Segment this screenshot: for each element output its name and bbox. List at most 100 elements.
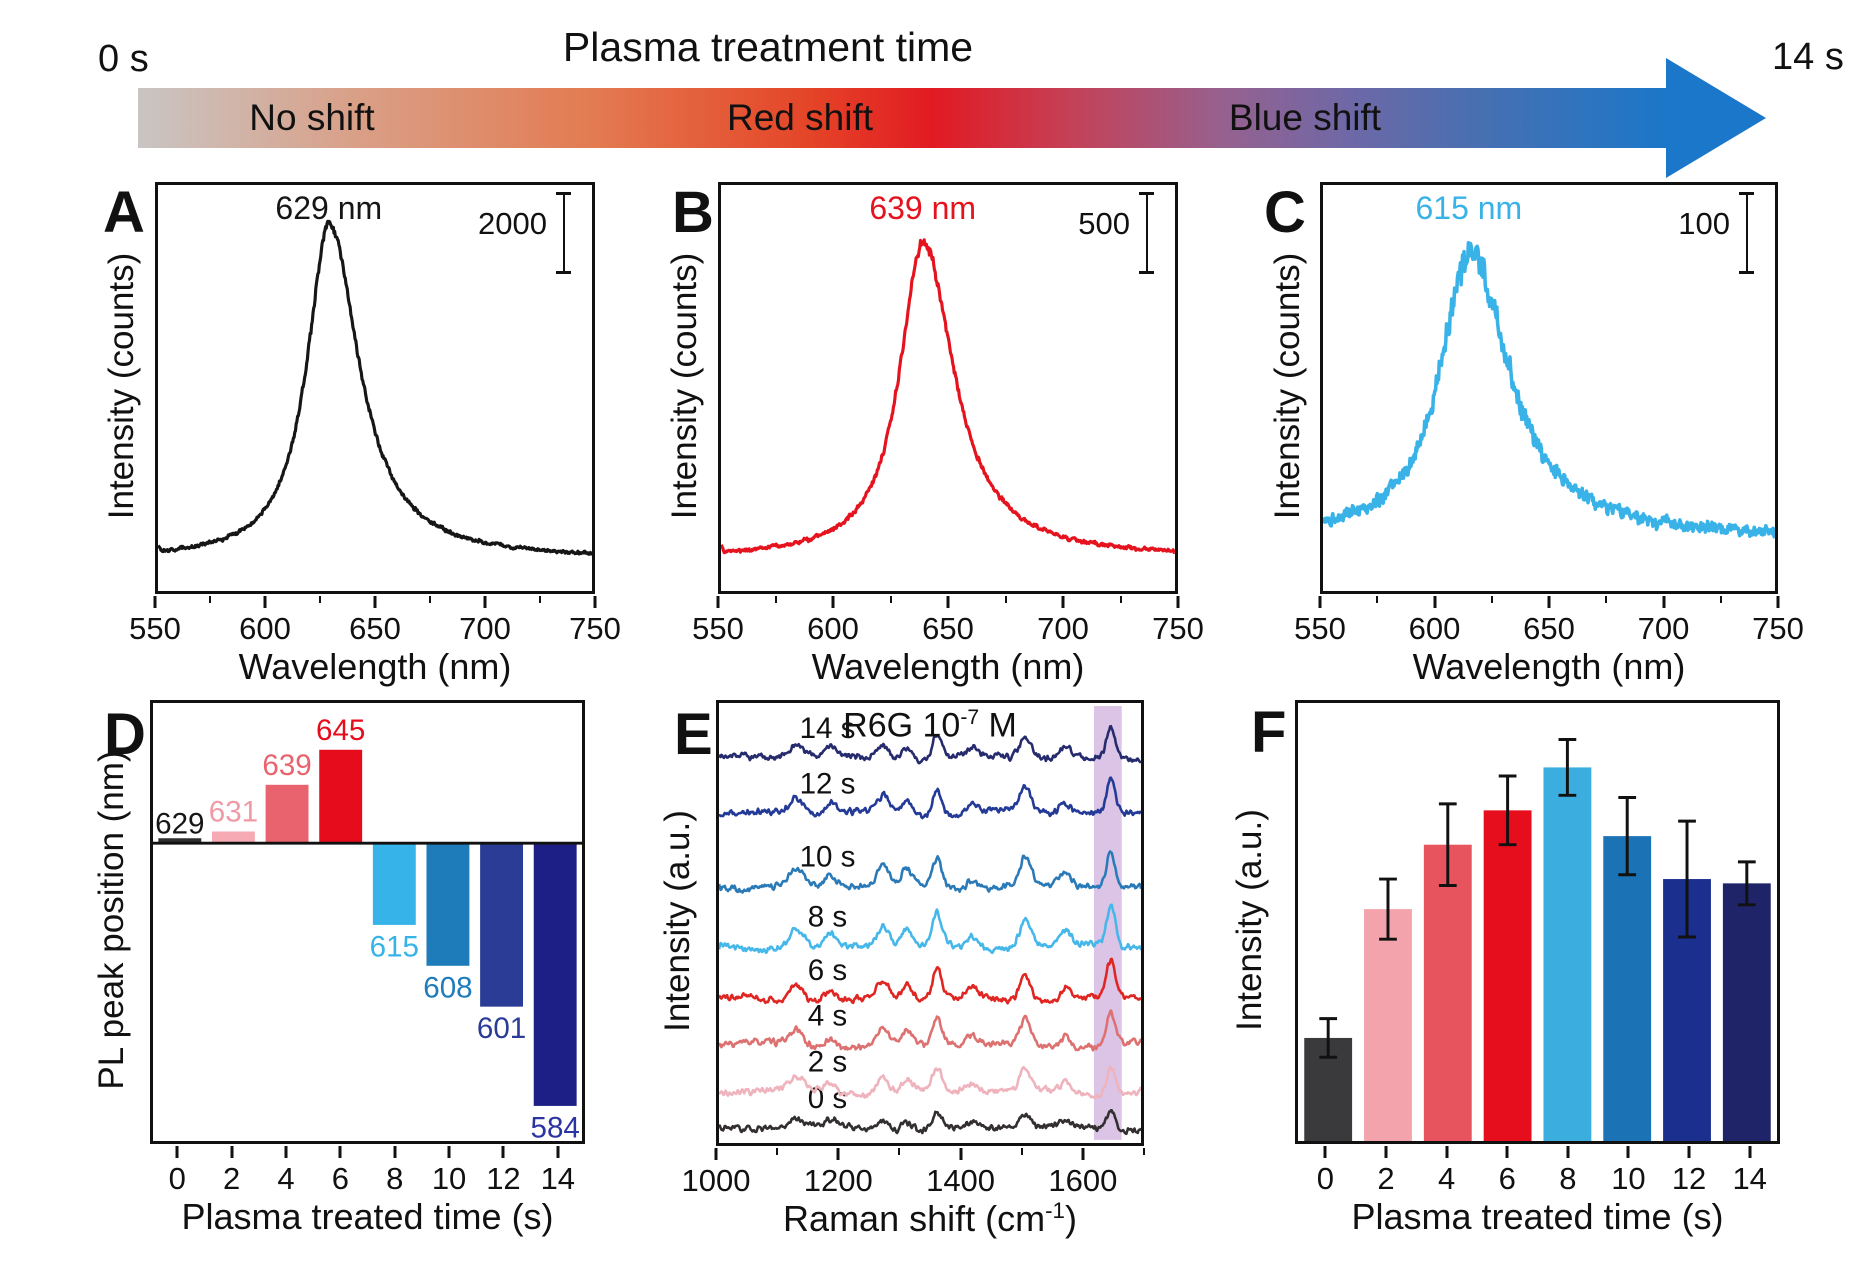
panel-A-y-axis-label: Intensity (counts) xyxy=(102,252,141,520)
scale-bar-value: 2000 xyxy=(478,206,547,241)
x-tick-label: 2 xyxy=(222,1161,241,1196)
bar-value-label: 629 xyxy=(155,807,204,840)
x-tick xyxy=(1776,596,1780,608)
x-tick xyxy=(1566,1146,1570,1158)
x-tick xyxy=(501,1146,505,1158)
scale-bar-icon xyxy=(1739,192,1754,274)
panel-E-y-axis-label: Intensity (a.u.) xyxy=(658,810,697,1032)
x-tick xyxy=(1719,596,1722,603)
x-tick-label: 1200 xyxy=(803,1163,873,1198)
panel-A-letter: A xyxy=(103,180,145,245)
panel-B-x-ticks: 550 600 650 700 750 xyxy=(692,596,1204,650)
x-tick-label: 550 xyxy=(129,611,181,646)
gradient-arrow-head-icon xyxy=(1666,58,1766,178)
gradient-arrow-body xyxy=(138,88,1668,148)
x-tick-label: 8 xyxy=(1559,1161,1577,1196)
scale-bar-value: 500 xyxy=(1078,206,1130,241)
x-tick-label: 650 xyxy=(922,611,974,646)
zone-label-blue-shift: Blue shift xyxy=(1228,97,1382,138)
x-tick-label: 700 xyxy=(1037,611,1089,646)
panel-F-x-axis-label: Plasma treated time (s) xyxy=(1351,1196,1724,1237)
x-tick xyxy=(593,596,597,608)
x-tick xyxy=(230,1146,234,1158)
scale-bar-icon xyxy=(556,192,571,274)
panel-E-title-superscript: -7 xyxy=(960,706,980,729)
panel-C-peak-wavelength-label: 615 nm xyxy=(1415,190,1523,226)
x-tick-label: 4 xyxy=(1437,1161,1456,1196)
panel-B-intensity-scale-bar: 500 xyxy=(988,192,1154,274)
panel-D-x-ticks: 0 2 4 6 8 10 12 14 xyxy=(150,1146,585,1200)
x-tick xyxy=(959,1148,963,1160)
x-tick-label: 650 xyxy=(349,611,401,646)
bar-value-label: 615 xyxy=(370,930,419,963)
series-time-label: 14 s xyxy=(800,712,856,745)
banner-start-time: 0 s xyxy=(98,38,149,80)
series-time-label: 8 s xyxy=(808,901,847,934)
x-tick-label: 550 xyxy=(692,611,744,646)
x-tick xyxy=(1004,596,1007,603)
x-tick xyxy=(539,596,541,603)
x-tick xyxy=(1662,596,1665,608)
series-time-label: 10 s xyxy=(800,840,856,873)
x-tick xyxy=(774,596,777,603)
bar-value-label: 645 xyxy=(316,714,365,747)
panel-A-plot-area xyxy=(155,182,595,594)
panel-A-peak-wavelength-label: 629 nm xyxy=(275,190,383,226)
x-tick xyxy=(319,596,321,603)
x-tick-label: 4 xyxy=(277,1161,295,1196)
x-tick-label: 0 xyxy=(1316,1161,1334,1196)
x-tick xyxy=(483,596,487,608)
x-tick-label: 600 xyxy=(1408,611,1461,646)
x-tick xyxy=(946,596,950,608)
banner-title: Plasma treatment time xyxy=(562,24,974,70)
panel-F-x-ticks: 0 2 4 6 8 10 12 14 xyxy=(1295,1146,1780,1200)
panel-E-x-axis-label-superscript: -1 xyxy=(1045,1198,1065,1223)
x-tick xyxy=(898,1148,901,1155)
x-tick xyxy=(209,596,211,603)
x-tick-label: 700 xyxy=(459,611,511,646)
panel-A-x-ticks: 550 600 650 700 750 xyxy=(129,596,621,650)
panel-C-y-axis-label: Intensity (counts) xyxy=(1268,252,1307,520)
panel-B-y-axis-label: Intensity (counts) xyxy=(665,252,704,520)
panel-E-title: R6G 10-7 M xyxy=(716,706,1144,745)
panel-C-plot-area xyxy=(1320,182,1778,594)
x-tick xyxy=(1020,1148,1023,1155)
x-tick-label: 10 xyxy=(1611,1161,1646,1196)
x-tick-label: 1600 xyxy=(1048,1163,1118,1198)
x-tick xyxy=(836,1148,840,1160)
banner-end-time: 14 s xyxy=(1772,36,1844,78)
panel-E-x-axis-label: Raman shift (cm-1) xyxy=(716,1198,1144,1240)
x-tick-label: 0 xyxy=(168,1161,186,1196)
x-tick-label: 1400 xyxy=(926,1163,996,1198)
series-time-label: 4 s xyxy=(808,1000,847,1033)
panel-E-x-axis-label-text: Raman shift (cm xyxy=(783,1198,1046,1239)
x-tick xyxy=(1445,1146,1449,1158)
x-tick xyxy=(373,596,377,608)
panel-B-peak-wavelength-label: 639 nm xyxy=(869,190,977,226)
series-time-label: 12 s xyxy=(800,767,856,800)
x-tick xyxy=(1143,1148,1145,1155)
x-tick-label: 12 xyxy=(1671,1161,1707,1196)
x-tick xyxy=(447,1146,451,1158)
x-tick xyxy=(1490,596,1493,603)
scale-bar-value: 100 xyxy=(1678,206,1730,241)
x-tick-label: 12 xyxy=(486,1161,521,1196)
x-tick-label: 8 xyxy=(386,1161,404,1196)
bar-value-label: 584 xyxy=(531,1111,580,1144)
x-tick xyxy=(714,1148,718,1160)
panel-E-x-ticks: 1000 1200 1400 1600 xyxy=(682,1148,1145,1202)
panel-F-letter: F xyxy=(1251,700,1287,765)
panel-B-letter: B xyxy=(672,180,714,245)
x-tick xyxy=(776,1148,779,1155)
x-tick-label: 600 xyxy=(239,611,291,646)
x-tick xyxy=(393,1146,397,1158)
x-tick xyxy=(1505,1146,1509,1158)
x-tick xyxy=(1626,1146,1630,1158)
